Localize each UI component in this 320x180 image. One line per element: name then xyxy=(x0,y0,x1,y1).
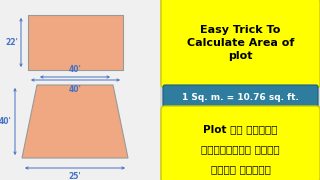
FancyBboxPatch shape xyxy=(163,85,318,109)
Text: 40': 40' xyxy=(0,117,12,126)
Text: 40': 40' xyxy=(69,85,82,94)
FancyBboxPatch shape xyxy=(161,106,320,180)
FancyBboxPatch shape xyxy=(161,0,320,88)
FancyBboxPatch shape xyxy=(0,0,160,180)
Text: 40': 40' xyxy=(68,65,81,74)
Text: निकलनेका सबसे: निकलनेका सबसे xyxy=(201,144,280,154)
Text: 22': 22' xyxy=(5,38,18,47)
Text: Plot का एरिया: Plot का एरिया xyxy=(203,124,278,134)
Text: Easy Trick To
Calculate Area of
plot: Easy Trick To Calculate Area of plot xyxy=(187,25,294,61)
Bar xyxy=(28,15,123,70)
Text: आसान तरीका: आसान तरीका xyxy=(211,164,270,174)
Polygon shape xyxy=(22,85,128,158)
Text: 1 Sq. m. = 10.76 sq. ft.: 1 Sq. m. = 10.76 sq. ft. xyxy=(182,93,299,102)
Text: 25': 25' xyxy=(68,172,81,180)
